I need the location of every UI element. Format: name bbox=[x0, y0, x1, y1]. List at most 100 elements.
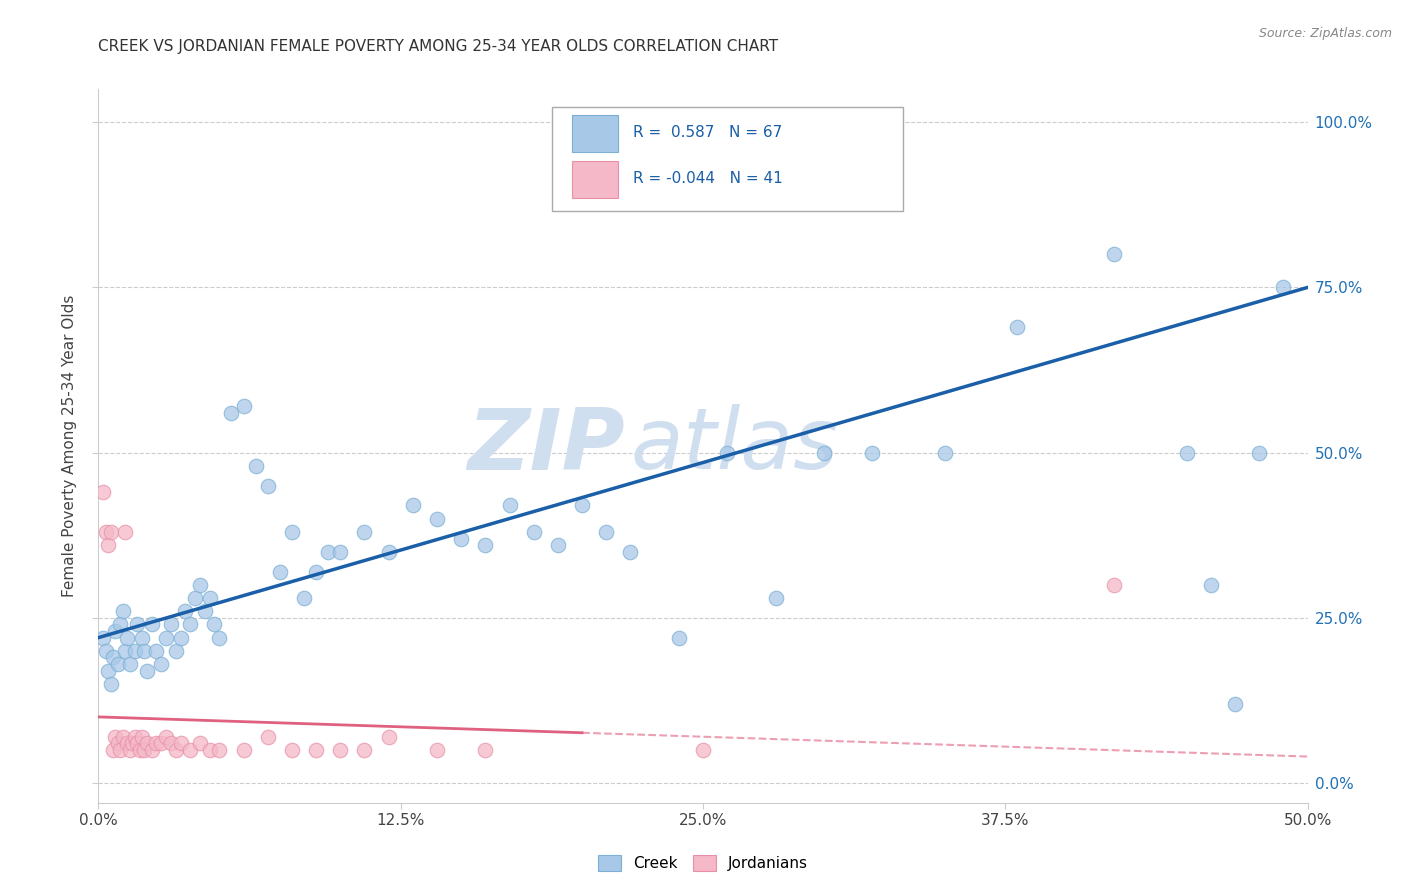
Point bbox=[150, 657, 173, 671]
Point bbox=[547, 538, 569, 552]
Point bbox=[127, 736, 149, 750]
Point bbox=[377, 545, 399, 559]
Point bbox=[188, 736, 211, 750]
Point bbox=[150, 736, 173, 750]
Point bbox=[155, 631, 177, 645]
Y-axis label: Female Poverty Among 25-34 Year Olds: Female Poverty Among 25-34 Year Olds bbox=[62, 295, 77, 597]
Point bbox=[118, 657, 141, 671]
Point bbox=[934, 445, 956, 459]
Point bbox=[188, 578, 211, 592]
Point bbox=[281, 743, 304, 757]
Point bbox=[131, 730, 153, 744]
Point bbox=[292, 591, 315, 605]
Point bbox=[281, 524, 304, 539]
Point bbox=[91, 631, 114, 645]
Point bbox=[1102, 247, 1125, 261]
Point bbox=[208, 631, 231, 645]
Text: atlas: atlas bbox=[630, 404, 838, 488]
Point bbox=[91, 485, 114, 500]
Point bbox=[134, 743, 156, 757]
Point bbox=[194, 604, 217, 618]
Point bbox=[571, 499, 593, 513]
Point bbox=[165, 743, 187, 757]
Point bbox=[305, 743, 328, 757]
Point bbox=[111, 730, 134, 744]
Point bbox=[141, 617, 163, 632]
Point bbox=[121, 736, 143, 750]
FancyBboxPatch shape bbox=[572, 161, 619, 198]
Point bbox=[174, 604, 197, 618]
Point bbox=[118, 743, 141, 757]
Point bbox=[232, 743, 254, 757]
Point bbox=[97, 538, 120, 552]
Point bbox=[117, 631, 139, 645]
Point bbox=[131, 631, 153, 645]
Point bbox=[765, 591, 787, 605]
Point bbox=[208, 743, 231, 757]
Text: CREEK VS JORDANIAN FEMALE POVERTY AMONG 25-34 YEAR OLDS CORRELATION CHART: CREEK VS JORDANIAN FEMALE POVERTY AMONG … bbox=[98, 38, 779, 54]
Point bbox=[426, 511, 449, 525]
Point bbox=[221, 406, 243, 420]
Point bbox=[595, 524, 617, 539]
Point bbox=[329, 545, 352, 559]
Point bbox=[107, 736, 129, 750]
Point bbox=[108, 743, 131, 757]
Point bbox=[114, 524, 136, 539]
Point bbox=[108, 617, 131, 632]
Point bbox=[160, 736, 183, 750]
Point bbox=[256, 478, 278, 492]
Text: R =  0.587   N = 67: R = 0.587 N = 67 bbox=[633, 125, 782, 139]
Point bbox=[165, 644, 187, 658]
Point bbox=[104, 730, 127, 744]
Point bbox=[100, 524, 122, 539]
Point bbox=[668, 631, 690, 645]
Point bbox=[128, 743, 150, 757]
Point bbox=[179, 617, 201, 632]
Point bbox=[198, 591, 221, 605]
Point bbox=[97, 664, 120, 678]
Point bbox=[269, 565, 291, 579]
Point bbox=[127, 617, 149, 632]
Point bbox=[145, 736, 167, 750]
Point bbox=[523, 524, 546, 539]
Text: Source: ZipAtlas.com: Source: ZipAtlas.com bbox=[1258, 27, 1392, 40]
Point bbox=[204, 617, 226, 632]
Point bbox=[124, 644, 146, 658]
Point bbox=[1175, 445, 1198, 459]
Point bbox=[256, 730, 278, 744]
Point bbox=[179, 743, 201, 757]
Point bbox=[1223, 697, 1246, 711]
Point bbox=[124, 730, 146, 744]
Point bbox=[160, 617, 183, 632]
Point bbox=[716, 445, 738, 459]
Point bbox=[316, 545, 339, 559]
Point bbox=[169, 736, 191, 750]
Point bbox=[1249, 445, 1271, 459]
Point bbox=[104, 624, 127, 638]
Point bbox=[1272, 280, 1295, 294]
Point bbox=[107, 657, 129, 671]
Point bbox=[111, 604, 134, 618]
Text: R = -0.044   N = 41: R = -0.044 N = 41 bbox=[633, 171, 783, 186]
Point bbox=[101, 743, 124, 757]
Point bbox=[169, 631, 191, 645]
Point bbox=[353, 743, 375, 757]
Point bbox=[135, 736, 157, 750]
Point bbox=[198, 743, 221, 757]
Point bbox=[94, 524, 117, 539]
Point bbox=[141, 743, 163, 757]
Point bbox=[101, 650, 124, 665]
Point bbox=[474, 538, 496, 552]
Point bbox=[860, 445, 883, 459]
Point bbox=[155, 730, 177, 744]
Point bbox=[450, 532, 472, 546]
Point bbox=[1007, 320, 1029, 334]
Point bbox=[813, 445, 835, 459]
Point bbox=[94, 644, 117, 658]
Text: ZIP: ZIP bbox=[467, 404, 624, 488]
Point bbox=[329, 743, 352, 757]
Point bbox=[619, 545, 641, 559]
FancyBboxPatch shape bbox=[572, 115, 619, 152]
Point bbox=[377, 730, 399, 744]
FancyBboxPatch shape bbox=[553, 107, 903, 211]
